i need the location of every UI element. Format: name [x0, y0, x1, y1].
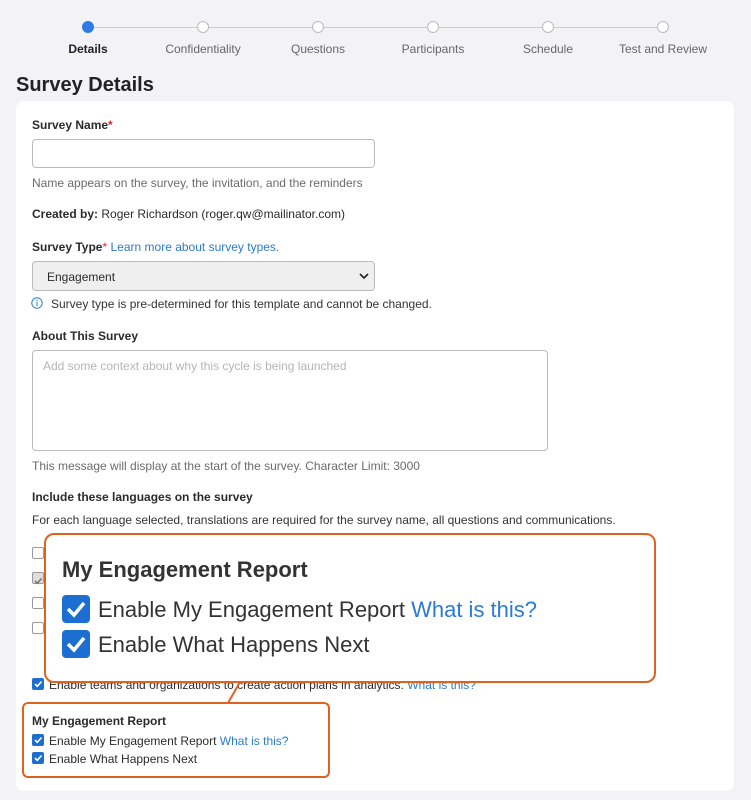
page-title: Survey Details — [16, 74, 154, 96]
checkbox[interactable] — [32, 752, 44, 764]
help-text: For each language selected, translations… — [32, 513, 616, 527]
checkbox[interactable] — [62, 595, 90, 623]
checkbox[interactable] — [32, 572, 44, 585]
placeholder: Add some context about why this cycle is… — [43, 359, 347, 373]
step-label[interactable]: Questions — [290, 42, 346, 56]
step-label[interactable]: Participants — [401, 42, 465, 56]
option-label: Enable What Happens Next — [98, 632, 370, 657]
step-dot[interactable] — [82, 21, 94, 33]
step-label[interactable]: Details — [68, 42, 108, 56]
required-mark: * — [102, 240, 108, 254]
step-dot[interactable] — [657, 21, 669, 33]
section-heading: My Engagement Report — [32, 714, 167, 728]
select[interactable]: Engagement — [32, 261, 375, 291]
link[interactable]: Learn more about survey types. — [110, 240, 280, 254]
chevron — [359, 273, 369, 280]
option-text: Enable My Engagement Report What is this… — [98, 597, 537, 623]
help-text: Name appears on the survey, the invitati… — [32, 176, 363, 190]
label-text: Survey Type — [32, 240, 103, 254]
option-label: Enable My Engagement Report — [98, 597, 405, 622]
step-dot[interactable] — [197, 21, 209, 33]
option-label: Enable What Happens Next — [49, 752, 198, 766]
step-label[interactable]: Test and Review — [618, 42, 708, 56]
field-label: Survey Name* — [32, 118, 113, 132]
step-label[interactable]: Confidentiality — [165, 42, 241, 56]
label-text: Survey Name — [32, 118, 109, 132]
callout-heading: My Engagement Report — [62, 557, 308, 582]
textarea[interactable]: Add some context about why this cycle is… — [32, 350, 548, 451]
check — [34, 754, 43, 762]
highlight-box — [22, 702, 330, 778]
check — [34, 736, 43, 744]
text-input[interactable] — [32, 139, 375, 168]
step-dot[interactable] — [427, 21, 439, 33]
checkbox[interactable] — [32, 678, 44, 690]
step-dot[interactable] — [312, 21, 324, 33]
check — [66, 636, 86, 653]
field-label: About This Survey — [32, 329, 139, 343]
select-value: Engagement — [47, 270, 116, 284]
required-mark: * — [108, 118, 113, 132]
zoom-callout: My Engagement Report Enable My Engagemen… — [44, 533, 656, 683]
link[interactable]: What is this? — [411, 597, 538, 622]
field-label: Include these languages on the survey — [32, 490, 253, 504]
check — [66, 601, 86, 618]
check — [34, 577, 43, 585]
checkbox[interactable] — [32, 597, 44, 609]
help-text: This message will display at the start o… — [32, 459, 420, 473]
callout-connector — [227, 681, 241, 704]
stepper-line — [94, 27, 660, 28]
info-icon — [31, 297, 43, 309]
note-text: Survey type is pre-determined for this t… — [51, 297, 432, 311]
checkbox[interactable] — [32, 622, 44, 634]
step-dot[interactable] — [542, 21, 554, 33]
check — [34, 680, 43, 688]
step-label[interactable]: Schedule — [522, 42, 574, 56]
label-text: Created by: — [32, 207, 99, 221]
checkbox[interactable] — [32, 734, 44, 746]
checkbox[interactable] — [62, 630, 90, 658]
link[interactable]: What is this? — [219, 734, 289, 748]
checkbox[interactable] — [32, 547, 44, 559]
created-by: Created by: Roger Richardson (roger.qw@m… — [32, 207, 345, 221]
value-text: Roger Richardson (roger.qw@mailinator.co… — [101, 207, 345, 221]
option-text: Enable My Engagement Report What is this… — [49, 734, 288, 748]
field-label: Survey Type* Learn more about survey typ… — [32, 240, 279, 254]
option-label: Enable My Engagement Report — [49, 734, 217, 748]
